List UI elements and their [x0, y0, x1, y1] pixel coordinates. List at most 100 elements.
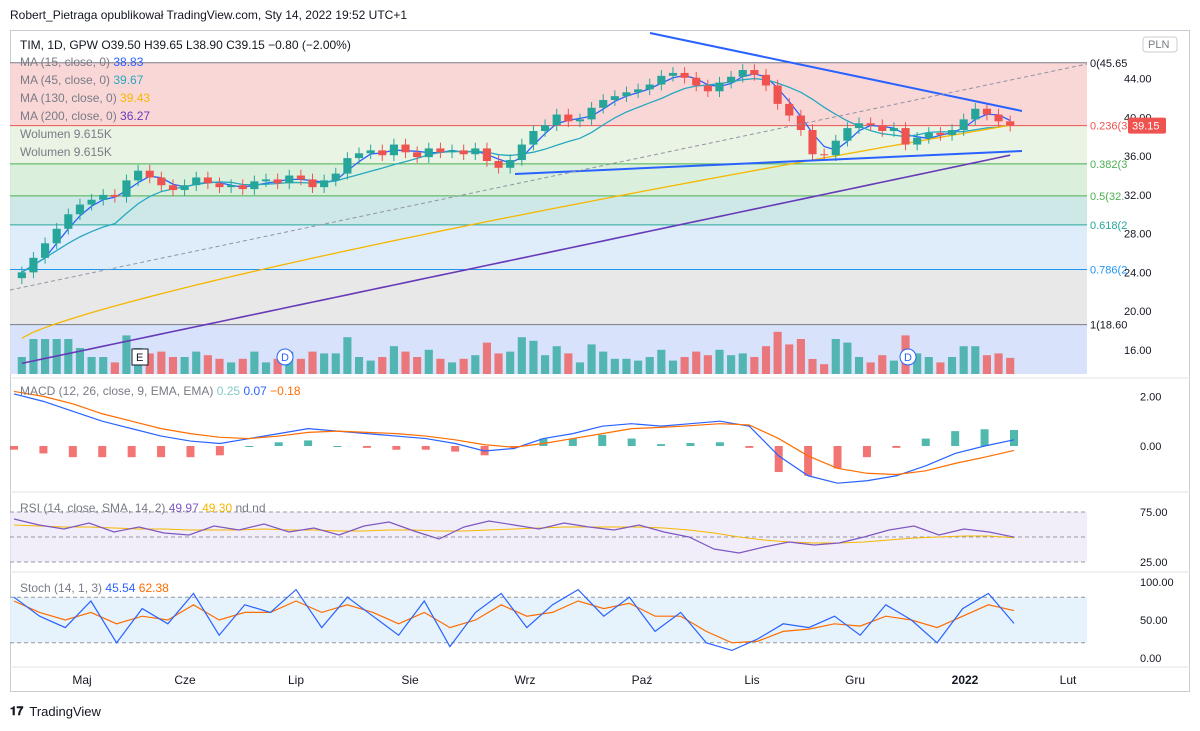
volume-bar — [192, 351, 201, 374]
candle-body — [773, 85, 782, 104]
volume-bar — [680, 357, 689, 374]
volume-bar — [354, 357, 364, 374]
macd-histogram-bar — [186, 446, 195, 458]
candle-body — [866, 123, 875, 126]
rsi-legend: RSI (14, close, SMA, 14, 2) 49.97 49.30 … — [20, 501, 266, 515]
tradingview-logo-icon: 𝟏𝟕 — [10, 704, 24, 718]
volume-bar — [564, 353, 573, 374]
candle-body — [703, 85, 712, 92]
fib-level-label: 0.382(3 — [1090, 159, 1127, 171]
candle-body — [738, 70, 747, 77]
macd-histogram-bar — [215, 446, 224, 456]
candle-body — [982, 108, 991, 115]
volume-bar — [401, 351, 410, 374]
volume-bar — [866, 362, 875, 374]
candle-body — [203, 177, 212, 184]
candle-body — [692, 77, 701, 86]
candle-body — [238, 185, 247, 190]
candle-body — [715, 82, 724, 92]
price-tick-label: 24.00 — [1124, 267, 1152, 279]
ma200-line — [21, 154, 1011, 365]
candle-body — [134, 170, 143, 181]
candle-body — [389, 144, 398, 156]
macd-histogram-bar — [657, 444, 666, 446]
candle-body — [331, 173, 340, 181]
volume-bar — [575, 362, 585, 374]
candle-body — [587, 107, 596, 120]
candle-body — [889, 128, 898, 132]
macd-histogram-bar — [862, 446, 871, 458]
candle-body — [878, 125, 887, 132]
event-marker-label: D — [904, 352, 912, 364]
candle-body — [378, 150, 387, 156]
volume-bar — [622, 358, 631, 374]
macd-signal-line — [13, 390, 1015, 476]
volume-bar — [703, 355, 712, 374]
volume-bar — [157, 351, 166, 374]
candle-body — [680, 72, 689, 78]
stoch-k-line — [13, 588, 1015, 652]
candle-body — [843, 128, 852, 141]
volume-bar — [587, 344, 596, 374]
volume-bar — [413, 357, 422, 374]
macd-histogram-bar — [745, 446, 754, 448]
macd-histogram-bar — [686, 443, 695, 446]
volume-bar — [41, 339, 50, 374]
trend-line-down — [649, 32, 1023, 112]
volume-bar — [761, 346, 771, 374]
rsi-ma-line — [13, 524, 1015, 544]
candle-body — [157, 177, 166, 186]
volume-legend-1: Wolumen 9.615K — [20, 145, 112, 159]
event-marker-label: E — [136, 352, 143, 364]
macd-histogram-bar — [921, 438, 930, 446]
candle-body — [494, 161, 503, 168]
fib-level-label: 0.786(2 — [1090, 264, 1127, 276]
volume-bar — [668, 360, 678, 374]
volume-bar — [541, 355, 550, 374]
candle-body — [854, 123, 864, 129]
candle-body — [320, 180, 329, 188]
candle-body — [541, 125, 550, 132]
fib-zone — [10, 224, 1087, 270]
macd-histogram-bar — [39, 446, 48, 454]
macd-histogram-bar — [715, 442, 724, 446]
volume-bar — [657, 349, 666, 374]
volume-bar — [494, 353, 503, 374]
candle-body — [994, 114, 1003, 122]
volume-bar — [610, 358, 619, 374]
stoch-legend-value: 62.38 — [139, 581, 169, 595]
volume-bar — [820, 364, 829, 374]
macd-tick-label: 2.00 — [1140, 391, 1161, 403]
candle-body — [52, 228, 61, 244]
candle-body — [482, 148, 491, 162]
candle-body — [552, 114, 561, 126]
candle-body — [599, 100, 608, 108]
macd-histogram-bar — [833, 446, 842, 469]
rsi-tick-label: 25.00 — [1140, 557, 1168, 569]
candle-body — [517, 144, 526, 161]
macd-histogram-bar — [627, 438, 636, 446]
volume-bar — [261, 362, 271, 374]
time-tick-label: Maj — [72, 673, 91, 687]
candle-body — [296, 175, 305, 180]
time-tick-label: Cze — [174, 673, 196, 687]
volume-bar — [471, 355, 480, 374]
macd-histogram-bar — [1010, 430, 1018, 446]
candle-body — [354, 153, 364, 159]
candle-body — [564, 114, 573, 122]
volume-bar — [552, 346, 561, 374]
volume-bar — [947, 357, 957, 374]
volume-bar — [308, 351, 317, 374]
ma-legend-0: MA (15, close, 0) 38.83 — [20, 55, 144, 69]
price-tick-label: 20.00 — [1124, 306, 1152, 318]
volume-bar — [982, 355, 991, 374]
candle-body — [761, 74, 771, 86]
volume-bar — [599, 351, 608, 374]
rsi-legend-value: nd — [252, 501, 265, 515]
volume-bar — [808, 359, 817, 374]
candle-body — [529, 131, 538, 145]
volume-bar — [168, 357, 178, 374]
currency-badge: PLN — [1148, 39, 1169, 51]
candle-body — [168, 185, 178, 191]
